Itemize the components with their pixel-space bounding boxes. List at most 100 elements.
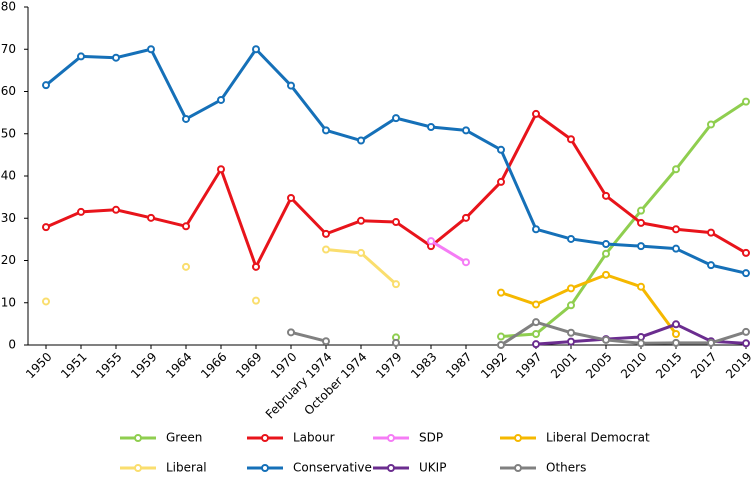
point	[532, 340, 540, 349]
point	[637, 282, 645, 291]
point	[532, 330, 540, 339]
point	[147, 45, 155, 54]
point	[672, 244, 680, 253]
y-tick-label: 10	[1, 295, 16, 309]
point	[707, 228, 715, 237]
y-tick-label: 50	[1, 126, 16, 140]
point	[532, 300, 540, 309]
point	[322, 229, 330, 238]
point	[287, 81, 295, 90]
legend-label: Liberal Democrat	[546, 431, 650, 445]
point	[112, 205, 120, 214]
point	[217, 165, 225, 174]
point	[392, 338, 400, 347]
point	[252, 45, 260, 54]
x-tick-label: 1951	[58, 350, 89, 381]
point	[637, 206, 645, 215]
legend-marker	[387, 464, 395, 472]
legend-label: UKIP	[419, 461, 446, 475]
x-tick-label: 2010	[618, 350, 649, 381]
point	[182, 222, 190, 231]
legend-marker	[134, 464, 142, 472]
point	[602, 191, 610, 200]
x-tick-label: 1959	[128, 350, 159, 381]
x-tick-label: 1970	[268, 350, 299, 381]
point	[392, 280, 400, 289]
point	[462, 126, 470, 135]
point	[567, 337, 575, 346]
point	[357, 216, 365, 225]
point	[672, 330, 680, 339]
point	[567, 328, 575, 337]
point	[322, 245, 330, 254]
point	[672, 320, 680, 329]
point	[77, 207, 85, 216]
point	[497, 145, 505, 154]
x-tick-label: 2005	[583, 350, 614, 381]
point	[637, 332, 645, 341]
point	[462, 213, 470, 222]
point	[427, 122, 435, 131]
y-tick-label: 20	[1, 253, 16, 267]
point	[112, 53, 120, 62]
point	[707, 120, 715, 129]
legend-marker	[261, 434, 269, 442]
point	[707, 338, 715, 347]
point	[742, 327, 750, 336]
point	[42, 223, 50, 232]
x-tick-label: 1955	[93, 350, 124, 381]
point	[742, 269, 750, 278]
point	[287, 193, 295, 202]
legend-label: Liberal	[166, 461, 207, 475]
point	[392, 114, 400, 123]
point	[602, 240, 610, 249]
point	[462, 258, 470, 267]
y-tick-label: 30	[1, 211, 16, 225]
point	[287, 328, 295, 337]
series-line	[45, 47, 747, 275]
x-tick-label: 1966	[198, 350, 229, 381]
point	[602, 270, 610, 279]
x-tick-label: 2015	[653, 350, 684, 381]
point	[567, 284, 575, 293]
series-line	[500, 100, 747, 339]
point	[532, 109, 540, 118]
legend-marker	[514, 434, 522, 442]
point	[182, 114, 190, 123]
legend-marker	[514, 464, 522, 472]
point	[707, 261, 715, 270]
x-tick-label: 1979	[373, 350, 404, 381]
point	[147, 213, 155, 222]
point	[497, 177, 505, 186]
x-tick-label: 2017	[688, 350, 719, 381]
point	[637, 218, 645, 227]
point	[357, 248, 365, 257]
legend-marker	[134, 434, 142, 442]
point	[427, 237, 435, 246]
x-tick-label: 1969	[233, 350, 264, 381]
x-tick-label: 1950	[23, 350, 54, 381]
legend-label: Others	[546, 461, 586, 475]
y-tick-label: 60	[1, 84, 16, 98]
x-tick-label: 1992	[478, 350, 509, 381]
legend-marker	[387, 434, 395, 442]
point	[742, 339, 750, 348]
point	[357, 136, 365, 145]
point	[602, 249, 610, 258]
point	[567, 301, 575, 310]
x-tick-label: 1983	[408, 350, 439, 381]
point	[742, 248, 750, 257]
legend-label: Conservative	[293, 461, 372, 475]
point	[742, 97, 750, 106]
y-tick-label: 70	[1, 42, 16, 56]
legend-label: SDP	[419, 431, 443, 445]
point	[672, 338, 680, 347]
y-tick-label: 40	[1, 169, 16, 183]
point	[392, 218, 400, 227]
y-tick-label: 80	[1, 0, 16, 14]
point	[322, 126, 330, 135]
point	[567, 135, 575, 144]
legend-label: Green	[166, 431, 202, 445]
point	[672, 225, 680, 234]
